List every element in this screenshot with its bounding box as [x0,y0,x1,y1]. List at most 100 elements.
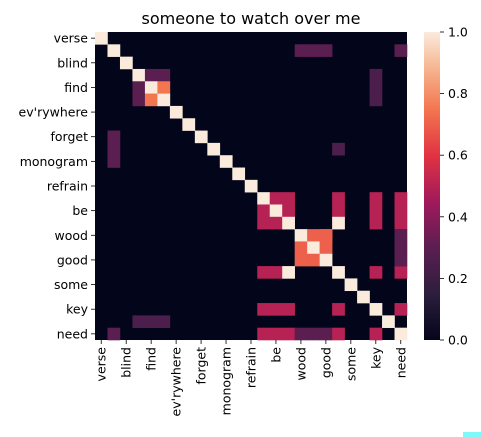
y-tick-label: good [57,252,88,267]
heatmap-cell [144,315,158,328]
x-tick-label: need [393,347,408,378]
heatmap-cell [257,192,271,205]
heatmap-cell [394,253,408,267]
heatmap-cell [319,253,333,267]
heatmap-cell [157,68,171,82]
heatmap-cell [282,327,295,341]
heatmap-cell [119,56,133,70]
heatmap-cell [157,315,171,328]
heatmap-cell [132,315,146,328]
heatmap-cell [269,216,283,230]
heatmap-cell [394,241,408,255]
heatmap-cell [107,327,121,341]
heatmap-cell [332,204,345,218]
heatmap-cell [144,93,158,107]
heatmap-cell [307,327,320,341]
heatmap-cell [394,216,408,230]
heatmap-cell [232,167,246,181]
colorbar-tick-label: 0.6 [448,148,468,163]
heatmap-cell [194,130,208,144]
heatmap-cell [257,204,271,218]
heatmap-cell [269,303,283,316]
x-tick-label: refrain [244,347,259,388]
y-tick-label: some [54,277,88,292]
heatmap-cell [369,327,383,341]
heatmap-cell [369,303,383,316]
heatmap-cell [369,216,383,230]
x-tick-label: forget [194,347,209,385]
y-tick-label: key [66,302,88,317]
heatmap-cells [95,32,408,341]
heatmap-cell [307,44,320,57]
heatmap-cell [282,204,295,218]
heatmap-cell [319,44,333,57]
heatmap-cell [394,266,408,279]
y-tick-label: refrain [47,179,88,194]
x-tick-label: find [144,347,159,371]
heatmap-cell [332,266,345,279]
colorbar-tick-label: 0.2 [448,271,468,286]
heatmap-cell [132,81,146,94]
y-tick-label: monogram [20,154,88,169]
x-tick-label: be [268,347,283,363]
heatmap-cell [269,192,283,205]
y-tick-labels: verse blind find ev'rywhere forget monogram re… [19,31,95,341]
heatmap-cell [319,241,333,255]
heatmap-cell [344,278,358,292]
heatmap-cell [294,229,308,242]
heatmap-cell [294,253,308,267]
heatmap-cell [319,229,333,242]
heatmap-cell [107,142,121,156]
heatmap-cell [107,155,121,168]
x-tick-label: wood [293,347,308,380]
heatmap-cell [369,204,383,218]
heatmap-cell [282,192,295,205]
y-tick-label: verse [54,31,89,46]
heatmap-cell [369,93,383,107]
heatmap-cell [257,327,271,341]
heatmap-cell [332,216,345,230]
colorbar-tick-label: 0.4 [448,209,468,224]
heatmap-cell [282,216,295,230]
colorbar-ticks: 0.0 0.2 0.4 0.6 0.8 1.0 [440,25,468,348]
heatmap-cell [307,253,320,267]
heatmap-cell [369,81,383,94]
heatmap-cell [294,44,308,57]
heatmap-cell [394,327,408,341]
x-tick-label: ev'rywhere [169,347,184,417]
x-tick-label: blind [119,347,134,378]
heatmap-cell [182,118,196,131]
heatmap-cell [282,266,295,279]
heatmap-cell [332,142,345,156]
colorbar [424,32,440,340]
heatmap-cell [269,204,283,218]
x-tick-label: some [343,347,358,381]
y-tick-label: need [57,326,88,341]
heatmap-cell [369,266,383,279]
colorbar-tick-label: 0.0 [448,333,468,348]
heatmap-cell [244,179,258,193]
heatmap-cell [269,266,283,279]
x-tick-label: good [318,347,333,378]
heatmap-cell [294,327,308,341]
y-tick-label: forget [51,129,89,144]
y-tick-label: be [72,203,88,218]
x-tick-label: key [368,346,383,368]
y-tick-label: find [64,80,88,95]
heatmap-cell [369,68,383,82]
heatmap-cell [107,44,121,57]
heatmap-cell [157,93,171,107]
heatmap-cell [144,81,158,94]
heatmap-cell [257,216,271,230]
chart-title: someone to watch over me [142,9,361,28]
heatmap-cell [382,315,395,328]
corner-marker [463,432,481,437]
colorbar-tick-label: 0.8 [448,86,468,101]
heatmap-cell [332,192,345,205]
heatmap-cell [307,241,320,255]
colorbar-tick-label: 1.0 [448,25,468,40]
heatmap-cell [319,327,333,341]
heatmap-cell [219,155,233,168]
heatmap-cell [332,303,345,316]
heatmap-cell [207,142,221,156]
